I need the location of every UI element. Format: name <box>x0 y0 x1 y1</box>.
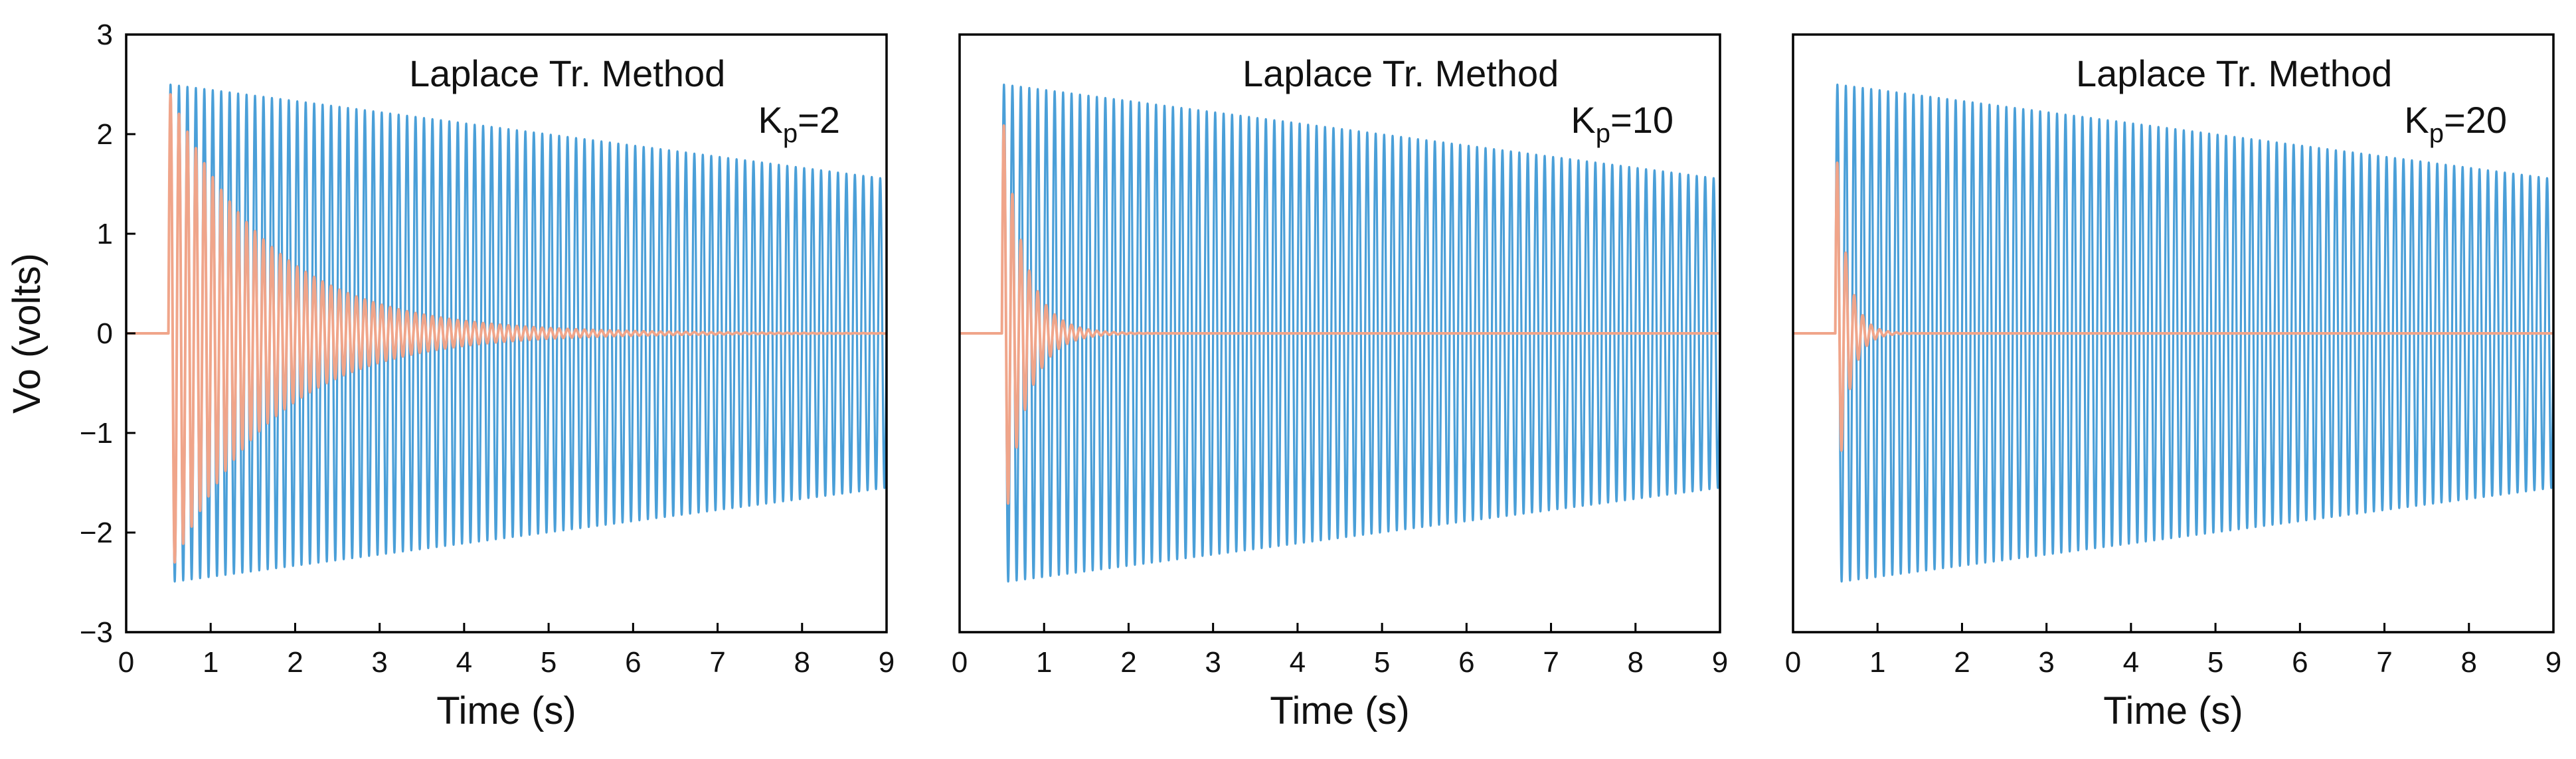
series-line-response <box>960 124 1720 505</box>
x-tick-label: 1 <box>1036 646 1052 679</box>
x-tick-label: 0 <box>952 646 968 679</box>
x-tick-label: 6 <box>625 646 641 679</box>
y-tick-label: 2 <box>97 118 113 151</box>
x-tick-label: 3 <box>1205 646 1221 679</box>
x-tick-label: 0 <box>118 646 134 679</box>
x-tick-label: 5 <box>541 646 557 679</box>
x-axis-label: Time (s) <box>436 689 576 732</box>
annotation-gain: Kp=20 <box>2404 99 2507 148</box>
x-tick-label: 6 <box>1458 646 1474 679</box>
series-line-response <box>126 93 887 564</box>
chart-panel-kp-10: 0 1 2 3 4 5 6 7 8 9 Time (s) Laplace Tr. Method Kp=1… <box>952 33 1728 732</box>
x-tick-label: 8 <box>794 646 810 679</box>
chart-panel-kp-2: 0 1 2 3 4 5 6 7 8 9 Time (s) 3 2 1 0 −1 −2 −3 Vo (volts) La… <box>5 19 895 732</box>
x-tick-label: 4 <box>2123 646 2139 679</box>
plot-area <box>126 83 887 583</box>
chart-panel-kp-20: 0 1 2 3 4 5 6 7 8 9 Time (s) Laplace Tr. Method Kp=2… <box>1785 33 2561 732</box>
x-tick-label: 7 <box>2376 646 2392 679</box>
x-tick-label: 9 <box>1712 646 1728 679</box>
x-axis-label: Time (s) <box>2103 689 2243 732</box>
x-tick-label: 5 <box>1374 646 1390 679</box>
x-tick-label: 4 <box>1290 646 1306 679</box>
x-tick-label: 8 <box>2461 646 2477 679</box>
x-tick-label: 1 <box>1869 646 1885 679</box>
x-tick-label: 2 <box>287 646 303 679</box>
y-tick-label: 0 <box>97 317 113 350</box>
annotation-title: Laplace Tr. Method <box>1243 52 1559 94</box>
x-tick-label: 1 <box>203 646 218 679</box>
x-tick-label: 3 <box>2038 646 2054 679</box>
axes-frame <box>958 33 1721 633</box>
x-tick-label: 2 <box>1120 646 1136 679</box>
y-tick-label: 1 <box>97 218 113 250</box>
x-tick-label: 9 <box>2545 646 2561 679</box>
x-tick-label: 7 <box>709 646 725 679</box>
x-tick-label: 5 <box>2207 646 2223 679</box>
annotation-title: Laplace Tr. Method <box>2076 52 2392 94</box>
y-tick-label: −3 <box>80 616 113 649</box>
y-tick-label: −2 <box>80 517 113 549</box>
x-tick-label: 2 <box>1954 646 1970 679</box>
x-tick-label: 6 <box>2292 646 2308 679</box>
axes-frame <box>1792 33 2555 633</box>
y-tick-label: 3 <box>97 19 113 51</box>
x-axis-label: Time (s) <box>1270 689 1409 732</box>
x-tick-label: 9 <box>879 646 895 679</box>
plot-area <box>1793 83 2553 583</box>
plot-area <box>960 83 1720 583</box>
x-tick-label: 0 <box>1785 646 1801 679</box>
annotation-title: Laplace Tr. Method <box>409 52 725 94</box>
series-line-response <box>1793 161 2553 452</box>
x-tick-label: 4 <box>456 646 472 679</box>
x-tick-label: 3 <box>371 646 387 679</box>
x-tick-label: 7 <box>1543 646 1559 679</box>
annotation-gain: Kp=10 <box>1571 99 1674 148</box>
y-tick-label: −1 <box>80 417 113 450</box>
annotation-gain: Kp=2 <box>758 99 840 148</box>
x-tick-label: 8 <box>1628 646 1644 679</box>
y-axis-label: Vo (volts) <box>5 253 48 414</box>
